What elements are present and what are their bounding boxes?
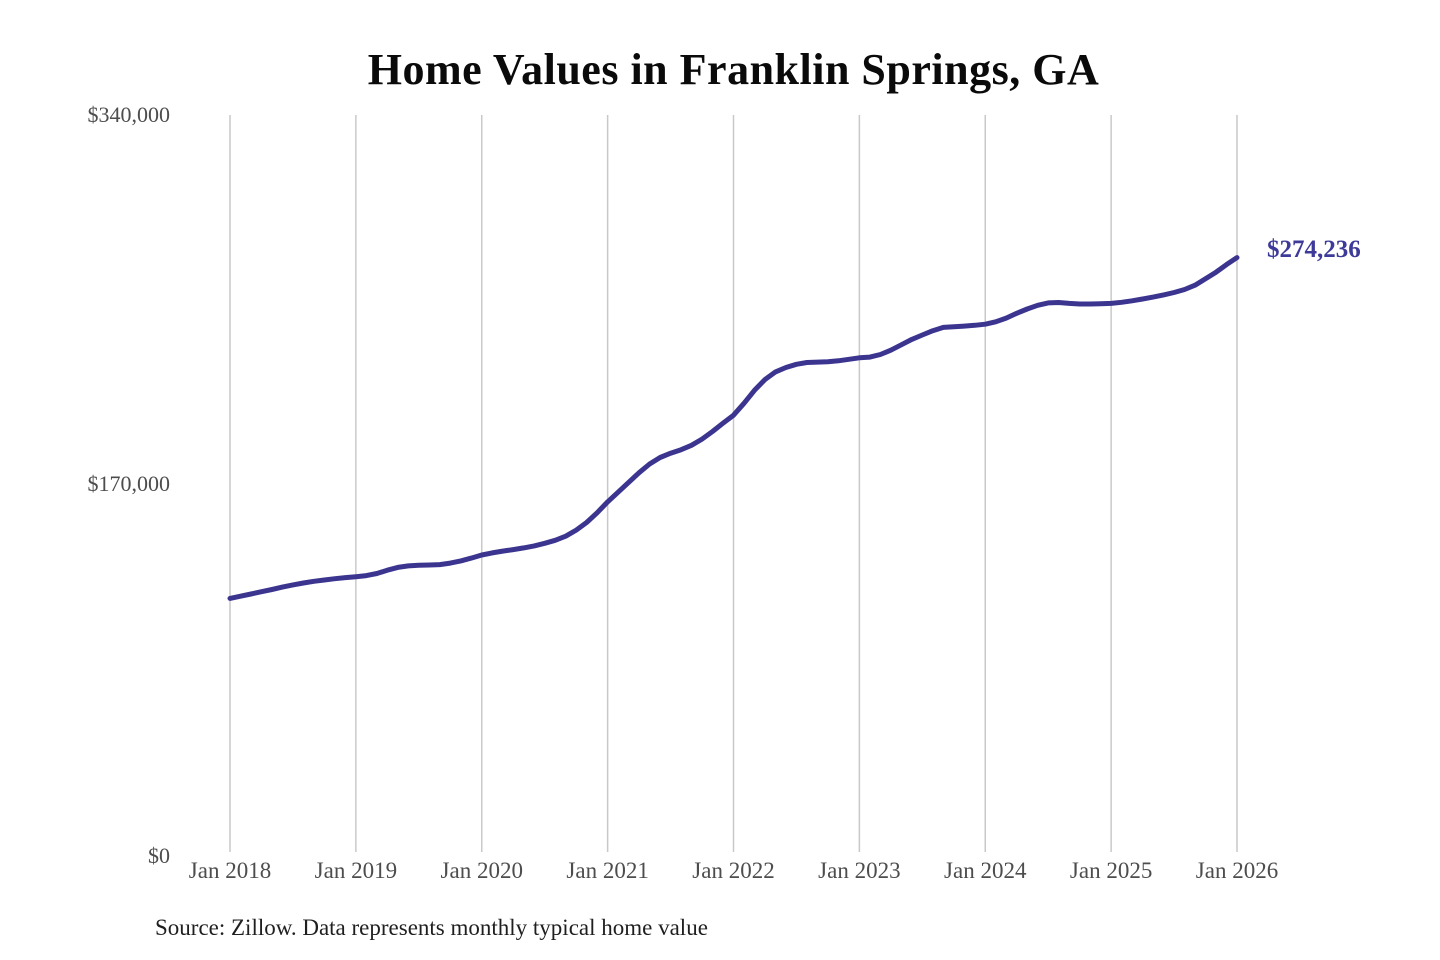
x-axis-tick-label: Jan 2024 bbox=[944, 858, 1027, 883]
x-axis-tick-label: Jan 2022 bbox=[692, 858, 775, 883]
x-axis-tick-label: Jan 2018 bbox=[188, 858, 272, 883]
home-value-line bbox=[227, 255, 1240, 601]
x-axis-tick-label: Jan 2020 bbox=[440, 858, 523, 883]
x-axis-tick-label: Jan 2021 bbox=[566, 858, 649, 883]
source-note: Source: Zillow. Data represents monthly … bbox=[155, 915, 708, 940]
y-axis-tick-label: $340,000 bbox=[87, 102, 171, 127]
x-axis-tick-label: Jan 2026 bbox=[1195, 858, 1279, 883]
y-axis-tick-label: $170,000 bbox=[87, 470, 171, 496]
x-axis-tick-label: Jan 2023 bbox=[818, 858, 901, 883]
y-axis-tick-label: $0 bbox=[148, 843, 170, 868]
x-axis-tick-label: Jan 2019 bbox=[314, 858, 398, 883]
end-value-label: $274,236 bbox=[1267, 235, 1361, 263]
x-axis-tick-label: Jan 2025 bbox=[1069, 858, 1153, 883]
page-title: Home Values in Franklin Springs, GA bbox=[367, 45, 1100, 94]
